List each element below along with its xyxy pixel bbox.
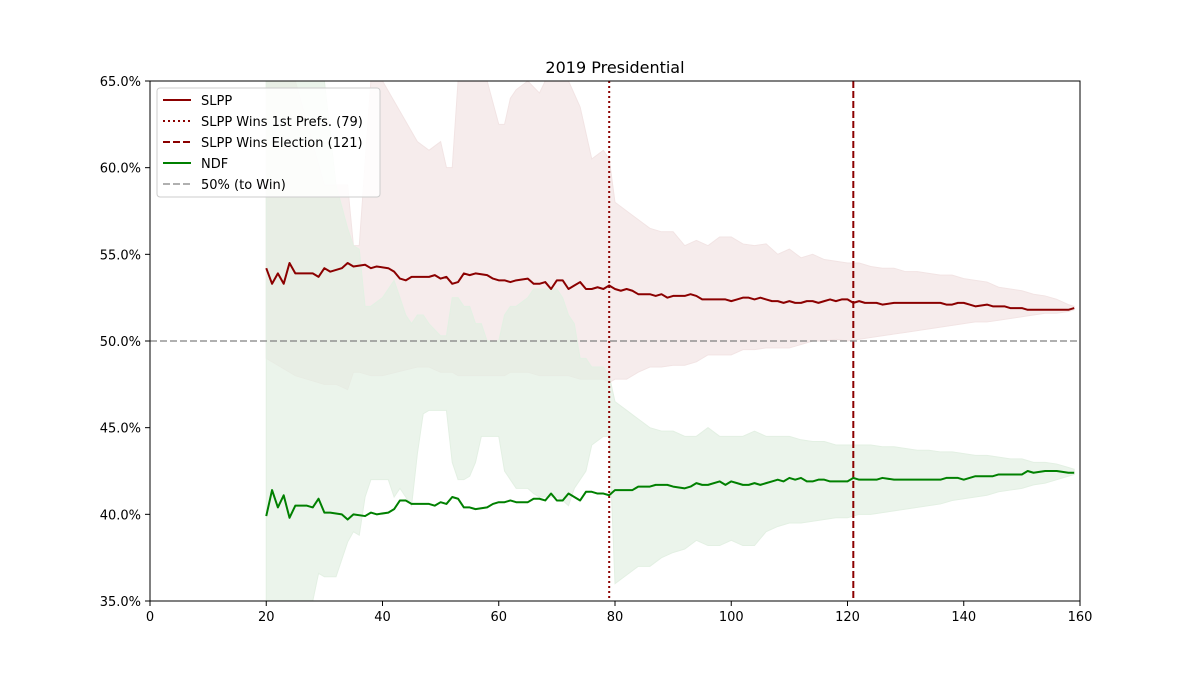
y-tick-label: 55.0% [100, 248, 141, 263]
x-tick-label: 160 [1068, 610, 1093, 625]
x-axis: 0 20 40 60 80 100 120 140 160 [146, 601, 1093, 625]
x-tick-label: 140 [951, 610, 976, 625]
x-tick-label: 100 [719, 610, 744, 625]
legend-label-slpp-wins-1st-prefs-79: SLPP Wins 1st Prefs. (79) [201, 115, 363, 130]
y-tick-label: 45.0% [100, 422, 141, 437]
legend: SLPP SLPP Wins 1st Prefs. (79) SLPP Wins E… [156, 87, 381, 198]
legend-label-slpp: SLPP [201, 94, 232, 109]
x-tick-label: 120 [835, 610, 860, 625]
x-tick-label: 60 [490, 610, 507, 625]
x-tick-label: 20 [258, 610, 275, 625]
slpp-series-line [265, 262, 1075, 311]
y-tick-label: 35.0% [100, 595, 141, 610]
legend-label-slpp-wins-election-121: SLPP Wins Election (121) [201, 136, 363, 151]
y-tick-label: 60.0% [100, 162, 141, 177]
chart-title: 2019 Presidential [545, 58, 684, 77]
legend-label-50-to-win: 50% (to Win) [201, 178, 286, 193]
legend-box [156, 87, 381, 198]
reference-lines [150, 81, 1080, 601]
y-tick-label: 50.0% [100, 335, 141, 350]
ndf-series-line [265, 470, 1075, 521]
series-lines [265, 262, 1075, 521]
x-tick-label: 80 [607, 610, 624, 625]
y-axis: 35.0% 40.0% 45.0% 50.0% 55.0% 60.0% 65.0% [100, 75, 150, 610]
x-tick-label: 40 [374, 610, 391, 625]
x-tick-label: 0 [146, 610, 154, 625]
y-tick-label: 65.0% [100, 75, 141, 90]
ndf-confidence-band [265, 80, 1075, 602]
legend-label-ndf: NDF [201, 157, 228, 172]
y-tick-label: 40.0% [100, 508, 141, 523]
